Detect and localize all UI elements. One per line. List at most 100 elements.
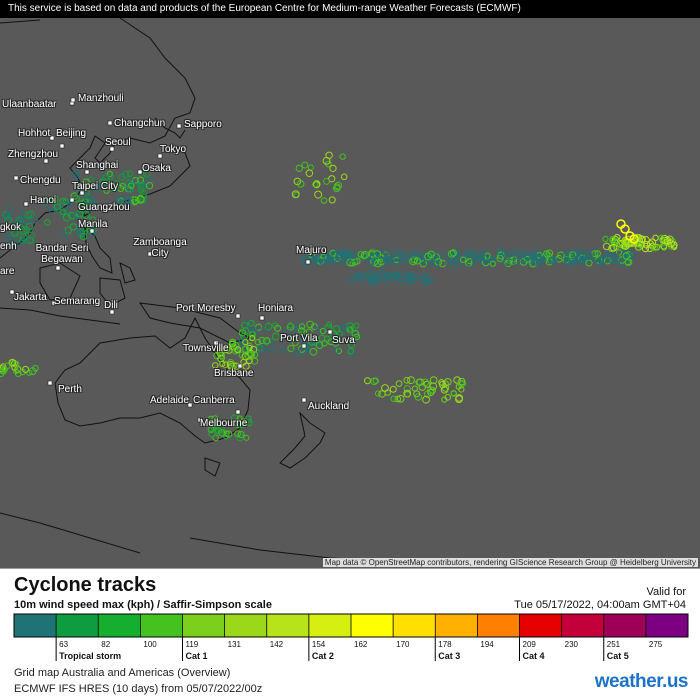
australia bbox=[54, 316, 251, 444]
city-label: Tokyo bbox=[160, 144, 187, 155]
track-point bbox=[406, 271, 414, 279]
track-point bbox=[8, 358, 17, 367]
track-point bbox=[137, 181, 144, 189]
scale-tick-label: 209 bbox=[523, 640, 537, 649]
track-point bbox=[403, 385, 411, 393]
track-point bbox=[390, 272, 398, 280]
track-point bbox=[89, 216, 97, 224]
track-point bbox=[427, 388, 435, 397]
city-label: Osaka bbox=[142, 163, 171, 174]
track-point bbox=[287, 344, 295, 353]
cyclone-tracks bbox=[0, 151, 678, 442]
track-point bbox=[602, 242, 611, 251]
track-point bbox=[636, 242, 643, 249]
track-point bbox=[591, 249, 598, 256]
scale-segment bbox=[266, 614, 309, 637]
track-point bbox=[565, 258, 572, 265]
track-point bbox=[561, 252, 569, 260]
city-label: gkok bbox=[0, 222, 22, 233]
track-point bbox=[72, 169, 80, 177]
track-point bbox=[287, 322, 294, 329]
track-point bbox=[348, 341, 356, 349]
track-point bbox=[660, 242, 668, 250]
scale-segment bbox=[182, 614, 225, 637]
scale-segment bbox=[519, 614, 562, 637]
asia-coast bbox=[0, 18, 196, 259]
track-point bbox=[131, 199, 138, 206]
track-point bbox=[368, 257, 377, 266]
city-label: Townsville bbox=[183, 343, 229, 354]
track-point bbox=[357, 251, 365, 258]
track-point bbox=[98, 182, 105, 189]
track-point bbox=[511, 248, 519, 256]
track-point bbox=[22, 215, 30, 224]
track-point bbox=[354, 271, 362, 279]
track-point bbox=[106, 170, 113, 178]
track-point bbox=[454, 395, 463, 404]
track-point bbox=[648, 238, 657, 246]
track-point bbox=[390, 248, 398, 257]
track-point bbox=[349, 255, 356, 262]
track-point bbox=[416, 252, 424, 259]
track-point bbox=[322, 156, 331, 165]
track-point bbox=[332, 325, 341, 333]
track-point bbox=[450, 389, 457, 396]
scale-segment bbox=[351, 614, 394, 637]
track-point bbox=[459, 256, 467, 264]
track-point bbox=[22, 235, 30, 243]
track-point bbox=[621, 242, 630, 250]
track-point bbox=[19, 233, 28, 242]
track-point bbox=[212, 434, 219, 442]
track-point bbox=[466, 259, 475, 268]
track-point bbox=[557, 251, 565, 260]
track-point bbox=[422, 395, 430, 404]
track-point bbox=[330, 251, 339, 259]
track-point bbox=[548, 257, 555, 264]
track-point bbox=[248, 319, 255, 327]
category-label: Cat 1 bbox=[186, 651, 208, 661]
track-point bbox=[426, 386, 435, 395]
track-point bbox=[67, 211, 76, 220]
tasmania bbox=[204, 457, 221, 477]
track-point bbox=[312, 181, 319, 188]
track-point bbox=[508, 253, 515, 261]
track-point bbox=[59, 197, 67, 205]
city-dot bbox=[259, 315, 265, 321]
city-dot bbox=[49, 135, 55, 141]
city-label: Zhengzhou bbox=[8, 149, 59, 160]
track-point bbox=[407, 376, 415, 385]
track-point bbox=[381, 384, 389, 392]
track-point bbox=[318, 258, 326, 265]
track-point bbox=[102, 174, 110, 182]
track-point bbox=[53, 203, 62, 211]
city-dot bbox=[147, 251, 153, 257]
city-label: Beijing bbox=[56, 128, 87, 139]
map: Map data © OpenStreetMap contributors, r… bbox=[0, 18, 700, 568]
track-point bbox=[28, 367, 37, 376]
track-point bbox=[62, 213, 71, 222]
track-point bbox=[274, 324, 282, 332]
track-point bbox=[124, 196, 131, 203]
track-point bbox=[597, 256, 604, 264]
track-point bbox=[245, 419, 253, 427]
track-point bbox=[73, 211, 81, 219]
new-zealand bbox=[279, 411, 326, 469]
track-point bbox=[323, 335, 331, 343]
track-point bbox=[68, 213, 77, 222]
track-point bbox=[432, 260, 440, 267]
track-point bbox=[372, 251, 380, 259]
map-canvas bbox=[0, 18, 678, 564]
track-point bbox=[458, 386, 465, 393]
track-point bbox=[77, 230, 86, 239]
track-point bbox=[465, 249, 472, 256]
track-point bbox=[488, 255, 497, 264]
track-point bbox=[241, 321, 249, 330]
track-point bbox=[243, 434, 250, 441]
track-point bbox=[267, 343, 276, 351]
track-point bbox=[420, 273, 427, 280]
scale-segment bbox=[561, 614, 604, 637]
track-point bbox=[543, 250, 551, 258]
track-point bbox=[236, 433, 245, 442]
city-label: Taipei City bbox=[72, 181, 119, 192]
track-point bbox=[126, 170, 134, 178]
